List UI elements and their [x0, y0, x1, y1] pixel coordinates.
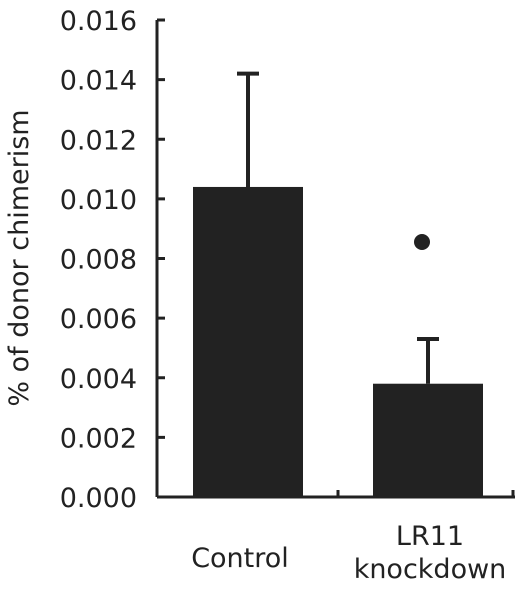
y-tick-label-5: 0.010 [60, 185, 137, 216]
category-label-1-line-1: knockdown [354, 554, 507, 585]
error-bars [237, 71, 439, 384]
y-ticks: 0.000 0.002 0.004 0.006 0.008 0.010 0.012 0.014… [60, 6, 165, 514]
y-tick-label-1: 0.002 [60, 423, 137, 454]
y-tick-label-0: 0.000 [60, 483, 137, 514]
significance-marks [414, 233, 430, 250]
y-tick-label-6: 0.012 [60, 125, 137, 156]
y-tick-label-7: 0.014 [60, 66, 137, 97]
y-axis-title: % of donor chimerism [4, 109, 35, 406]
y-tick-label-3: 0.006 [60, 304, 137, 335]
bar-1 [373, 383, 483, 497]
y-tick-label-2: 0.004 [60, 364, 137, 395]
significance-marker-1 [414, 233, 430, 250]
category-label-0-line-0: Control [191, 543, 289, 574]
y-tick-label-4: 0.008 [60, 245, 137, 276]
y-tick-label-8: 0.016 [60, 6, 137, 37]
bars [193, 186, 483, 497]
category-label-1-line-0: LR11 [396, 521, 464, 552]
bar-0 [193, 186, 303, 497]
